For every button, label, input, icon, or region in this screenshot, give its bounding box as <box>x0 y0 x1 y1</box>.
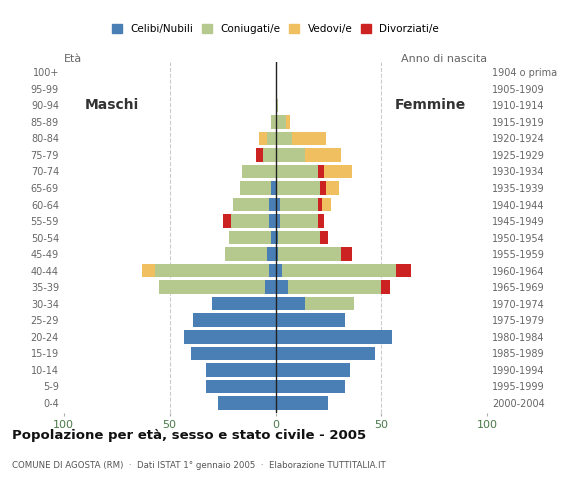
Bar <box>276 132 292 145</box>
Legend: Celibi/Nubili, Coniugati/e, Vedovi/e, Divorziati/e: Celibi/Nubili, Coniugati/e, Vedovi/e, Di… <box>110 22 441 36</box>
Bar <box>206 363 276 377</box>
Bar <box>286 115 291 129</box>
Bar <box>267 313 276 327</box>
Bar <box>218 396 276 409</box>
Bar <box>276 363 350 377</box>
Bar <box>276 214 318 228</box>
Bar <box>259 132 267 145</box>
Bar <box>276 98 278 112</box>
Bar <box>233 198 276 211</box>
Bar <box>269 264 276 277</box>
Bar <box>382 280 390 294</box>
Bar <box>242 165 276 178</box>
Bar <box>155 264 276 277</box>
Bar <box>223 214 231 228</box>
Bar <box>320 231 328 244</box>
Text: Anno di nascita: Anno di nascita <box>401 54 487 64</box>
Bar <box>276 165 318 178</box>
Bar <box>276 380 345 393</box>
Bar <box>269 214 276 228</box>
Bar <box>276 115 286 129</box>
Bar <box>271 330 275 344</box>
Text: COMUNE DI AGOSTA (RM)  ·  Dati ISTAT 1° gennaio 2005  ·  Elaborazione TUTTITALIA: COMUNE DI AGOSTA (RM) · Dati ISTAT 1° ge… <box>12 461 385 470</box>
Bar <box>318 198 322 211</box>
Bar <box>267 132 276 145</box>
Bar <box>276 231 278 244</box>
Bar <box>318 214 324 228</box>
Bar <box>267 247 276 261</box>
Bar <box>276 347 375 360</box>
Bar <box>184 330 276 344</box>
Bar <box>193 313 276 327</box>
Bar <box>276 231 320 244</box>
Bar <box>276 280 288 294</box>
Bar <box>276 264 396 277</box>
Bar <box>191 347 276 360</box>
Text: Maschi: Maschi <box>85 98 139 112</box>
Bar <box>271 181 275 195</box>
Bar <box>318 198 331 211</box>
Bar <box>271 231 275 244</box>
Bar <box>263 148 276 162</box>
Bar <box>276 330 392 344</box>
Bar <box>240 181 276 195</box>
Bar <box>265 280 276 294</box>
Bar <box>276 214 280 228</box>
Bar <box>318 165 351 178</box>
Bar <box>276 313 345 327</box>
Bar <box>246 297 276 311</box>
Bar <box>159 280 276 294</box>
Bar <box>276 313 292 327</box>
Bar <box>396 264 411 277</box>
Bar <box>276 148 305 162</box>
Bar <box>276 198 280 211</box>
Bar <box>320 181 327 195</box>
Bar <box>276 396 328 409</box>
Bar <box>224 247 276 261</box>
Bar <box>276 264 282 277</box>
Text: Femmine: Femmine <box>395 98 466 112</box>
Bar <box>276 181 320 195</box>
Bar <box>341 247 351 261</box>
Bar <box>276 297 354 311</box>
Bar <box>276 347 278 360</box>
Bar <box>229 231 276 244</box>
Bar <box>318 165 324 178</box>
Bar <box>206 380 276 393</box>
Bar <box>276 247 341 261</box>
Bar <box>276 297 305 311</box>
Bar <box>276 247 278 261</box>
Bar <box>276 330 286 344</box>
Bar <box>320 231 327 244</box>
Bar <box>320 181 339 195</box>
Bar <box>231 214 276 228</box>
Bar <box>292 132 327 145</box>
Bar <box>256 148 263 162</box>
Bar <box>276 198 318 211</box>
Bar <box>305 148 341 162</box>
Bar <box>276 280 382 294</box>
Bar <box>271 115 275 129</box>
Bar <box>142 264 155 277</box>
Text: Età: Età <box>64 54 82 64</box>
Bar <box>212 297 276 311</box>
Text: Popolazione per età, sesso e stato civile - 2005: Popolazione per età, sesso e stato civil… <box>12 429 366 442</box>
Bar <box>269 198 276 211</box>
Bar <box>318 214 324 228</box>
